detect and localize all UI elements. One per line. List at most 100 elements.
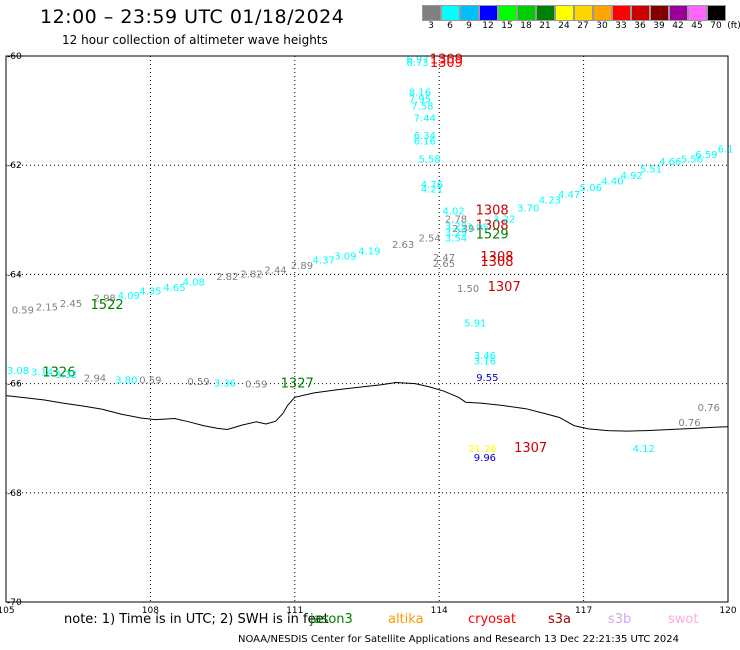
- wave-height-label: 3.22: [493, 215, 515, 226]
- legend-swatch: [536, 5, 555, 21]
- wave-height-label: 4.19: [358, 247, 380, 258]
- wave-height-label: 9.55: [476, 373, 498, 384]
- lon-tick-label: 108: [142, 606, 159, 616]
- wave-height-label: 5.06: [580, 183, 602, 194]
- wave-height-label: 4.40: [601, 176, 623, 187]
- pass-id-label: 1308: [476, 219, 509, 234]
- legend-swatch: [479, 5, 498, 21]
- mission-swot: swot: [668, 612, 699, 627]
- wave-height-label: 7.95: [409, 94, 431, 105]
- lat-tick-label: -62: [7, 161, 22, 171]
- legend-unit: (ft): [727, 21, 740, 31]
- map-subtitle: 12 hour collection of altimeter wave hei…: [62, 33, 328, 47]
- pass-id-label: 1307: [488, 280, 521, 295]
- wave-height-label: 8.16: [409, 87, 431, 98]
- pass-id-label: 1327: [281, 376, 314, 391]
- legend-label: 27: [577, 21, 589, 31]
- mission-altika: altika: [388, 612, 424, 627]
- legend-swatch: [631, 5, 650, 21]
- legend-label: 6: [447, 21, 453, 31]
- wave-height-label: 0.59: [187, 377, 209, 388]
- wave-height-label: 2.45: [60, 299, 82, 310]
- map-title: 12:00 – 23:59 UTC 01/18/2024: [40, 6, 345, 28]
- wave-height-label: 4.76: [421, 180, 443, 191]
- wave-height-label: 3.29: [445, 228, 467, 239]
- wave-height-label: 0.59: [12, 306, 34, 317]
- wave-height-label: 3.70: [517, 204, 539, 215]
- lat-tick-label: -68: [7, 489, 22, 499]
- wave-height-label: 2.63: [392, 240, 414, 251]
- wave-height-label: 4.47: [558, 190, 580, 201]
- legend-label: 39: [653, 21, 665, 31]
- wave-height-label: 9.96: [474, 453, 496, 464]
- wave-height-label: 3.36: [214, 378, 236, 389]
- wave-height-label: 4.08: [183, 277, 205, 288]
- pass-id-label: 1522: [91, 298, 124, 313]
- legend-swatch: [669, 5, 688, 21]
- mission-cryosat: cryosat: [468, 612, 516, 627]
- lon-tick-label: 105: [0, 606, 15, 616]
- wave-height-label: 6.34: [414, 131, 436, 142]
- wave-height-label: 2.47: [433, 253, 455, 264]
- wave-height-label: 2.98: [94, 294, 116, 305]
- legend-label: 12: [482, 21, 494, 31]
- wave-height-label: 2.94: [84, 373, 106, 384]
- wave-height-label: 5.56: [681, 154, 703, 165]
- wave-height-label: 21.26: [468, 444, 497, 455]
- wave-height-label: 6.59: [695, 150, 717, 161]
- legend-swatch: [498, 5, 517, 21]
- footnote: note: 1) Time is in UTC; 2) SWH is in fe…: [64, 612, 329, 627]
- wave-height-label: 3.05: [467, 223, 489, 234]
- legend-label: 33: [615, 21, 627, 31]
- lat-tick-label: -64: [7, 270, 22, 280]
- legend-swatch: [688, 5, 707, 21]
- wave-height-label: 1.50: [457, 284, 479, 295]
- legend-swatch: [460, 5, 479, 21]
- wave-height-label: 4.65: [163, 283, 185, 294]
- legend-label: 42: [672, 21, 684, 31]
- pass-id-label: 1529: [476, 227, 509, 242]
- pass-id-label: 1309: [430, 56, 463, 71]
- wave-height-label: 2.82: [240, 270, 262, 281]
- wave-height-label: 2.15: [36, 302, 58, 313]
- wave-height-label: 0.76: [698, 403, 720, 414]
- lat-tick-label: -70: [7, 598, 22, 608]
- wave-height-label: 3.14: [31, 367, 53, 378]
- wave-height-label: 3.80: [115, 376, 137, 387]
- wave-height-label: 2.44: [264, 265, 286, 276]
- wave-height-label: 3.46: [474, 351, 496, 362]
- mission-s3b: s3b: [608, 612, 632, 627]
- legend-label: 9: [466, 21, 472, 31]
- wave-height-label: 2.54: [418, 234, 440, 245]
- axis-ticks: 105 108 111 114 117 120 -60 -62 -64 -66 -68 -70: [0, 52, 737, 616]
- wave-height-label: 3.29: [445, 222, 467, 233]
- legend-label: 70: [710, 21, 722, 31]
- wave-height-label: 0.59: [245, 379, 267, 390]
- wave-height-label: 4.35: [139, 287, 161, 298]
- pass-id-label: 1308: [480, 255, 513, 270]
- map-frame: [5, 55, 729, 603]
- legend-swatch: [650, 5, 669, 21]
- observation-labels: 6.976.73 130913098.167.957.587.446.346.16…: [7, 53, 734, 464]
- antarctic-coastline: [5, 381, 729, 432]
- wave-height-label: 2.89: [291, 261, 313, 272]
- lat-tick-label: -66: [7, 380, 22, 390]
- wave-height-label: 3.54: [445, 234, 467, 245]
- wave-height-label: 0.76: [678, 418, 700, 429]
- wave-height-label: 5.58: [418, 154, 440, 165]
- wave-height-label: 2.65: [433, 259, 455, 270]
- wave-height-label: 4.37: [313, 255, 335, 266]
- legend-swatch: [441, 5, 460, 21]
- legend-swatch: [517, 5, 536, 21]
- wave-height-label: 3.32: [55, 370, 77, 381]
- pass-id-label: 1326: [42, 366, 75, 381]
- lon-tick-label: 111: [286, 606, 303, 616]
- wave-height-label: 0.59: [139, 376, 161, 387]
- lon-tick-label: 120: [719, 606, 736, 616]
- lat-tick-label: -60: [7, 52, 22, 62]
- wave-height-label: 6.73: [406, 58, 428, 69]
- wave-height-label: 3.08: [7, 366, 29, 377]
- wave-height-label: 4.09: [118, 291, 140, 302]
- mission-jason3: jason3: [310, 612, 353, 627]
